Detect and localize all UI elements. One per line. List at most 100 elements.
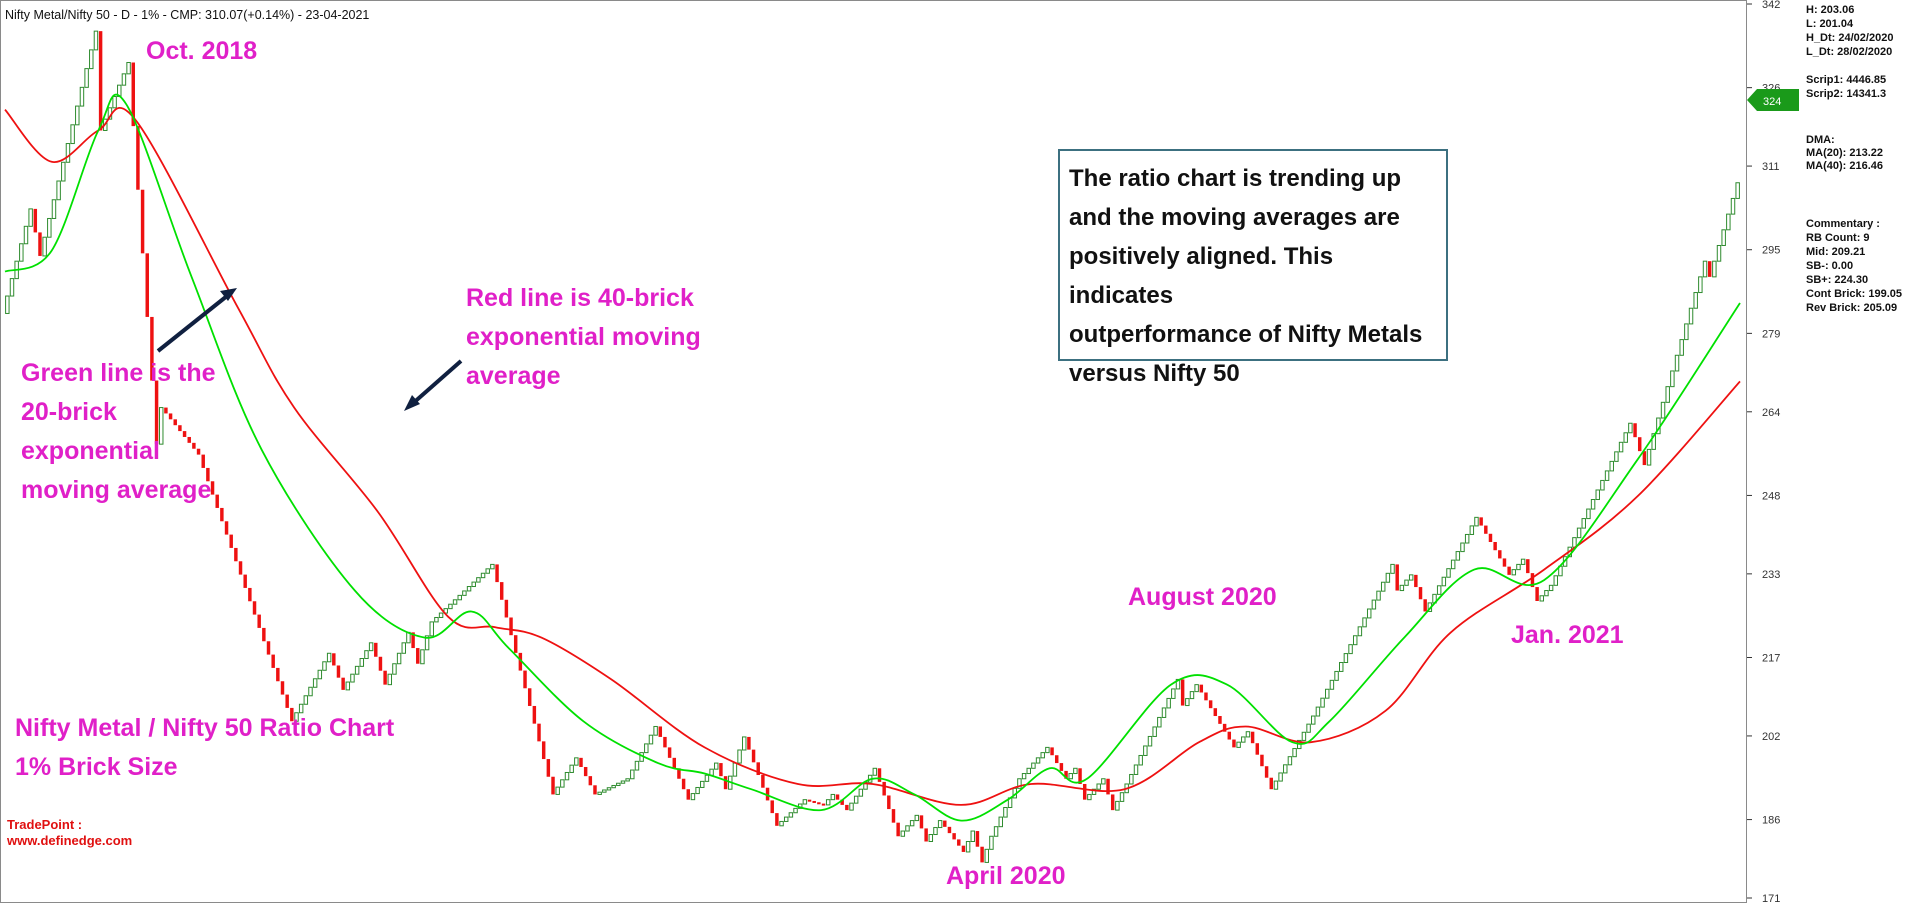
down-brick — [224, 521, 229, 535]
annotation-jan-2021: Jan. 2021 — [1511, 621, 1624, 649]
down-brick — [187, 436, 191, 443]
up-brick — [905, 825, 910, 832]
up-brick — [1712, 260, 1717, 278]
down-brick — [1637, 437, 1642, 452]
annotation-red-line-2: exponential moving — [466, 323, 701, 351]
annotation-chart-name: Nifty Metal / Nifty 50 Ratio Chart 1% Br… — [15, 709, 394, 787]
up-brick — [322, 661, 327, 671]
down-brick — [523, 670, 527, 689]
annotation-arrows — [156, 288, 463, 411]
up-brick — [438, 612, 444, 618]
up-brick — [1698, 276, 1703, 294]
up-brick — [993, 826, 999, 837]
down-brick — [817, 802, 821, 805]
info-sb-minus: SB-: 0.00 — [1806, 260, 1854, 272]
up-brick — [1553, 575, 1559, 586]
up-brick — [79, 86, 85, 107]
up-brick — [387, 673, 393, 686]
up-brick — [121, 73, 127, 86]
down-brick — [229, 534, 233, 548]
up-brick — [714, 762, 719, 770]
up-brick — [1301, 731, 1307, 741]
up-brick — [1660, 401, 1666, 419]
up-brick — [1017, 778, 1022, 789]
down-brick — [262, 627, 266, 642]
down-brick — [812, 800, 816, 803]
up-brick — [1320, 697, 1325, 708]
up-brick — [1278, 772, 1283, 782]
chart-header: Nifty Metal/Nifty 50 - D - 1% - CMP: 310… — [5, 8, 370, 22]
up-brick — [625, 778, 630, 782]
down-brick — [1423, 599, 1427, 612]
tradepoint-url[interactable]: www.definedge.com — [7, 833, 133, 848]
up-brick — [1544, 590, 1549, 597]
info-dma-title: DMA: — [1806, 134, 1835, 146]
renko-chart — [4, 30, 1741, 863]
up-brick — [1273, 780, 1279, 790]
down-brick — [1250, 731, 1255, 744]
up-brick — [788, 812, 794, 818]
down-brick — [1530, 573, 1535, 588]
up-brick — [1334, 670, 1339, 681]
up-brick — [1623, 432, 1628, 443]
up-brick — [93, 30, 99, 51]
down-brick — [145, 253, 149, 317]
down-brick — [1418, 587, 1423, 600]
up-brick — [802, 799, 808, 805]
up-brick — [937, 820, 943, 829]
commentary-line-1: The ratio chart is trending up — [1069, 165, 1402, 192]
info-scrip1: Scrip1: 4446.85 — [1806, 74, 1887, 86]
y-tick-label: 264 — [1762, 407, 1780, 419]
down-brick — [192, 442, 196, 449]
up-brick — [1548, 584, 1554, 592]
down-brick — [1199, 684, 1204, 693]
up-brick — [1520, 558, 1526, 565]
up-brick — [872, 767, 878, 776]
down-brick — [1208, 700, 1213, 709]
up-brick — [700, 780, 705, 788]
up-brick — [452, 599, 458, 605]
up-brick — [1380, 581, 1386, 592]
up-brick — [989, 835, 994, 850]
down-brick — [1110, 794, 1115, 811]
down-brick — [947, 826, 952, 834]
down-brick — [131, 62, 135, 127]
annotation-august-2020: August 2020 — [1128, 583, 1277, 611]
up-brick — [1441, 576, 1447, 587]
down-brick — [168, 413, 173, 420]
up-brick — [51, 199, 57, 219]
up-brick — [1292, 748, 1297, 758]
up-brick — [1283, 764, 1288, 774]
up-brick — [75, 105, 80, 126]
down-brick — [882, 781, 886, 796]
up-brick — [42, 236, 47, 257]
up-brick — [126, 62, 131, 75]
down-brick — [215, 494, 219, 508]
up-brick — [1436, 585, 1442, 595]
up-brick — [1189, 691, 1195, 700]
down-brick — [1484, 525, 1488, 534]
down-brick — [173, 419, 177, 426]
up-brick — [364, 650, 369, 660]
up-brick — [112, 95, 117, 109]
up-brick — [1469, 525, 1475, 535]
down-brick — [411, 632, 415, 649]
up-brick — [1091, 788, 1097, 795]
up-brick — [1035, 757, 1041, 764]
info-low-date: L_Dt: 28/02/2020 — [1806, 46, 1893, 58]
down-brick — [150, 316, 154, 381]
down-brick — [1059, 763, 1064, 771]
up-brick — [1339, 662, 1344, 672]
down-brick — [416, 648, 420, 664]
up-brick — [1581, 518, 1586, 529]
annotation-red-line-3: average — [466, 362, 561, 390]
down-brick — [775, 813, 779, 826]
info-scrip2: Scrip2: 14341.3 — [1806, 88, 1887, 100]
down-brick — [1078, 768, 1082, 784]
down-brick — [509, 617, 513, 636]
up-brick — [1329, 679, 1335, 690]
down-brick — [532, 705, 537, 724]
down-brick — [887, 795, 891, 810]
up-brick — [1628, 422, 1633, 434]
